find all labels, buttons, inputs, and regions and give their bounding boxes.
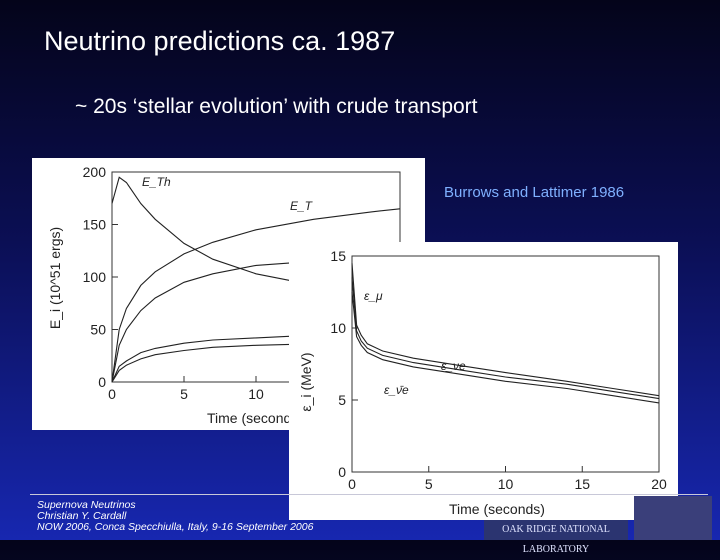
y-tick-label: 150 (83, 217, 107, 233)
x-tick-label: 0 (108, 386, 116, 402)
y-tick-label: 10 (330, 320, 346, 336)
footer-line-2: Christian Y. Cardall (37, 510, 127, 522)
y-tick-label: 200 (83, 164, 107, 180)
footer-divider (30, 494, 708, 495)
y-tick-label: 0 (338, 464, 346, 480)
x-tick-label: 5 (180, 386, 188, 402)
slide-title: Neutrino predictions ca. 1987 (44, 26, 396, 56)
series-line (111, 176, 300, 283)
ornl-logo: OAK RIDGE NATIONAL LABORATORY (484, 520, 628, 555)
series-line (351, 291, 660, 404)
footer: Supernova Neutrinos Christian Y. Cardall… (37, 500, 313, 533)
series-line (351, 263, 660, 397)
series-label: E_Th (142, 175, 171, 189)
mean-energy-plot: 0 5 10 15 20 0 5 10 15 Time (seconds) ε_i (MeV) ε_μ… (289, 242, 678, 520)
y-axis-label: E_i (10^51 ergs) (47, 227, 63, 329)
x-tick-label: 20 (651, 476, 667, 492)
series-line (111, 208, 401, 383)
bullet-text: ~ 20s ‘stellar evolution’ with crude tra… (75, 95, 478, 118)
y-tick-label: 50 (90, 322, 106, 338)
x-axis-label: Time (seconds) (449, 501, 545, 517)
y-tick-label: 15 (330, 248, 346, 264)
series-line (111, 261, 300, 383)
y-tick-label: 5 (338, 392, 346, 408)
x-tick-label: 0 (348, 476, 356, 492)
series-line (111, 335, 300, 383)
plot-frame (351, 255, 660, 473)
series-label: E_T (290, 199, 314, 213)
series-label: ε_μ (364, 289, 383, 303)
series-line (351, 277, 660, 400)
citation-credit: Burrows and Lattimer 1986 (444, 184, 625, 201)
x-axis-label: Time (seconds) (207, 410, 303, 426)
y-tick-label: 0 (98, 374, 106, 390)
y-axis-label: ε_i (MeV) (298, 352, 314, 411)
series-line (111, 343, 300, 383)
series-label: ε_νe (441, 359, 466, 373)
university-seal-logo (634, 496, 712, 540)
x-tick-label: 5 (425, 476, 433, 492)
x-tick-label: 15 (574, 476, 590, 492)
series-label: ε_ν̄e (384, 383, 409, 397)
y-tick-label: 100 (83, 269, 107, 285)
x-tick-label: 10 (248, 386, 264, 402)
x-tick-label: 10 (498, 476, 514, 492)
footer-line-1: Supernova Neutrinos (37, 499, 136, 511)
footer-line-3: NOW 2006, Conca Specchiulla, Italy, 9-16… (37, 521, 314, 533)
mean-energy-chart-svg: 0 5 10 15 20 0 5 10 15 Time (seconds) ε_i (MeV) ε_μ… (298, 248, 667, 517)
